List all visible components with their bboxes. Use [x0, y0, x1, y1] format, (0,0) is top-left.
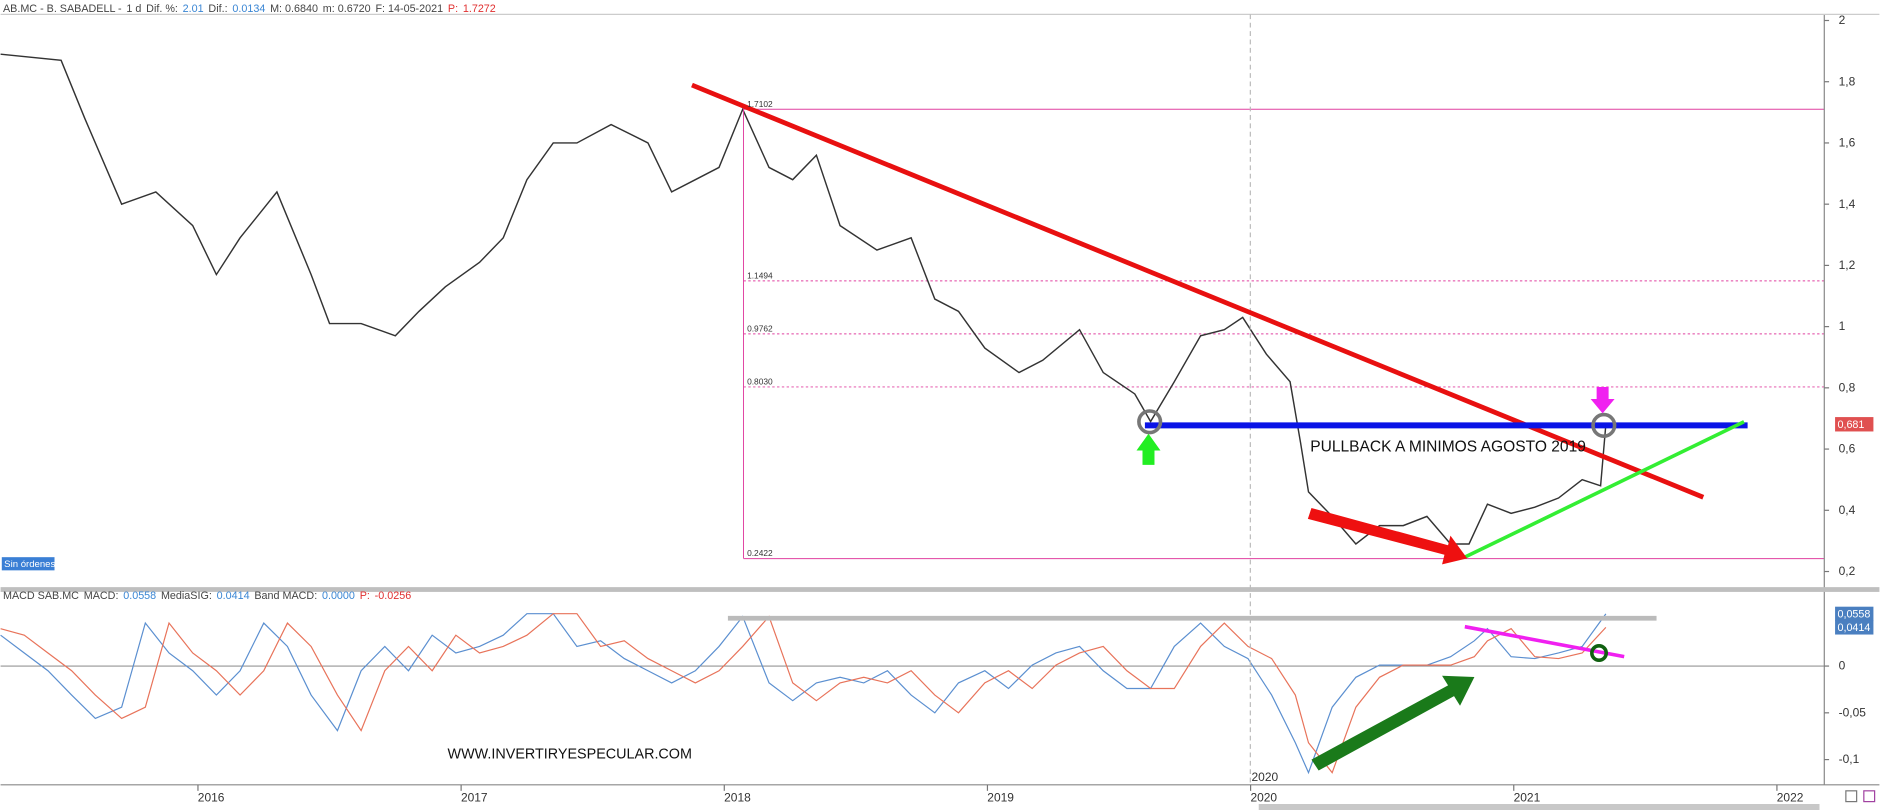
up-trend-arrow — [1311, 675, 1475, 771]
header-part: Dif. %: — [146, 3, 178, 15]
y-tick-label: 1,4 — [1839, 197, 1856, 211]
y-tick-label: 0,8 — [1839, 380, 1856, 394]
watermark: WWW.INVERTIRYESPECULAR.COM — [448, 746, 692, 762]
last-value-label: 0,0558 — [1837, 608, 1870, 620]
y-tick-label: -0,1 — [1839, 752, 1860, 766]
data-line — [0, 53, 1607, 545]
down-arrow — [1590, 387, 1615, 414]
trend-line — [1464, 420, 1745, 559]
x-tick-label: 2019 — [987, 791, 1014, 805]
header-part: Dif.: — [208, 3, 227, 15]
header-part: m: 0.6720 — [323, 3, 371, 15]
last-value-box — [1835, 620, 1874, 635]
data-line — [0, 613, 1607, 774]
y-tick-label: 1,2 — [1839, 258, 1856, 272]
x-tick-label: 2017 — [461, 791, 488, 805]
header-part: 2.01 — [183, 3, 204, 15]
header-part: Band MACD: — [254, 590, 317, 602]
macd-marker-circle — [1590, 644, 1609, 663]
header-part: 0.0414 — [217, 590, 250, 602]
last-value-label: 0,681 — [1837, 419, 1864, 431]
y-tick-label: -0,05 — [1839, 705, 1867, 719]
header-part: 0.0558 — [123, 590, 156, 602]
down-trend-arrow — [1307, 508, 1468, 565]
fib-label: 0.2422 — [747, 548, 773, 558]
marker-circle — [1137, 409, 1163, 435]
status: Sin órdenes — [4, 559, 55, 570]
header-part: MACD: — [84, 590, 119, 602]
header: AB.MC - B. SABADELL - 1 d Dif. %: 2.01 Dif.:… — [3, 3, 496, 15]
y-tick-label: 0 — [1839, 659, 1846, 673]
fib-label: 0.8030 — [747, 377, 773, 387]
zoom-button[interactable] — [1845, 790, 1858, 803]
data-line — [0, 613, 1607, 775]
header-part: M: 0.6840 — [270, 3, 318, 15]
y-tick-label: 1,8 — [1839, 74, 1856, 88]
last-value-box — [1835, 417, 1874, 432]
fib-label: 1.1494 — [747, 270, 773, 280]
header-part: 0.0000 — [322, 590, 355, 602]
header-part: 0.0134 — [232, 3, 265, 15]
x-tick-label: 2022 — [1777, 791, 1804, 805]
status-box — [1, 557, 55, 571]
y-tick-label: 0,6 — [1839, 442, 1856, 456]
x-tick-label: 2018 — [724, 791, 751, 805]
resistance-line — [691, 82, 1705, 500]
scrollbar[interactable] — [1258, 804, 1820, 810]
x-tick-label: 2016 — [198, 791, 225, 805]
y-tick-label: 2 — [1839, 13, 1846, 27]
fib-label: 0.9762 — [747, 324, 773, 334]
macd-header: MACD SAB.MC MACD: 0.0558 MediaSIG: 0.0414 Ban… — [3, 590, 411, 602]
marker-circle — [1591, 412, 1617, 438]
header-part: -0.0256 — [375, 590, 412, 602]
header-part: MediaSIG: — [161, 590, 212, 602]
plot-layer — [0, 53, 1825, 775]
y-tick-label: 0,4 — [1839, 503, 1856, 517]
header-part: AB.MC - B. SABADELL - — [3, 3, 122, 15]
y-tick-label: 1,6 — [1839, 136, 1856, 150]
pane-separator — [0, 587, 1880, 592]
header-part: P: — [360, 590, 370, 602]
fib-label: 1.7102 — [747, 99, 773, 109]
header-part: 1 d — [126, 3, 141, 15]
header-part: F: 14-05-2021 — [375, 3, 443, 15]
annotation: PULLBACK A MINIMOS AGOSTO 2019 — [1310, 439, 1586, 456]
y-tick-label: 1 — [1839, 319, 1846, 333]
last-value-label: 0,0414 — [1837, 622, 1870, 634]
y-tick-label: 0,2 — [1839, 564, 1856, 578]
header-part: MACD SAB.MC — [3, 590, 79, 602]
macd-divergence-line — [1464, 624, 1625, 659]
header-part: P: — [448, 3, 458, 15]
last-value-box — [1835, 606, 1874, 622]
cursor-label: 2020 — [1252, 770, 1279, 784]
zoom-button[interactable] — [1863, 790, 1876, 803]
header-part: 1.7272 — [463, 3, 496, 15]
x-tick-label: 2020 — [1250, 791, 1277, 805]
x-tick-label: 2021 — [1514, 791, 1541, 805]
